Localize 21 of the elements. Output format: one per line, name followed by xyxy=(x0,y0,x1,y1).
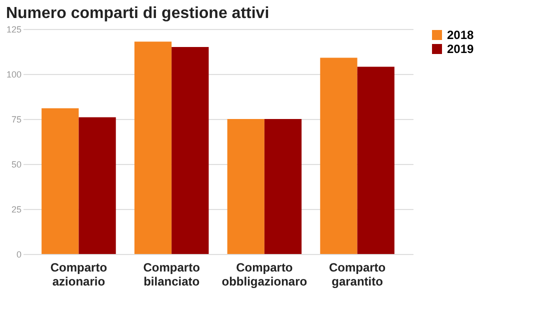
legend-label: 2019 xyxy=(447,42,474,56)
bar xyxy=(264,119,302,254)
bar xyxy=(172,47,209,254)
bar xyxy=(227,119,264,254)
x-tick-label: Comparto bilanciato xyxy=(143,260,200,288)
chart-title: Numero comparti di gestione attivi xyxy=(6,5,270,22)
x-tick-label: Comparto garantito xyxy=(328,260,386,288)
bar xyxy=(42,108,79,254)
x-tick-label: Comparto obbligazionaro xyxy=(222,260,308,288)
y-tick-label: 100 xyxy=(6,70,22,80)
y-tick-label: 0 xyxy=(16,250,22,260)
y-tick-label: 50 xyxy=(11,160,22,170)
y-tick-label: 125 xyxy=(6,24,22,34)
bar xyxy=(78,117,116,254)
y-tick-label: 75 xyxy=(11,114,22,124)
legend-label: 2018 xyxy=(447,28,474,42)
y-tick-label: 25 xyxy=(11,204,22,214)
x-tick-label: Comparto azionario xyxy=(50,260,108,288)
bar xyxy=(357,66,394,254)
bar xyxy=(134,42,172,254)
bar xyxy=(320,58,358,254)
